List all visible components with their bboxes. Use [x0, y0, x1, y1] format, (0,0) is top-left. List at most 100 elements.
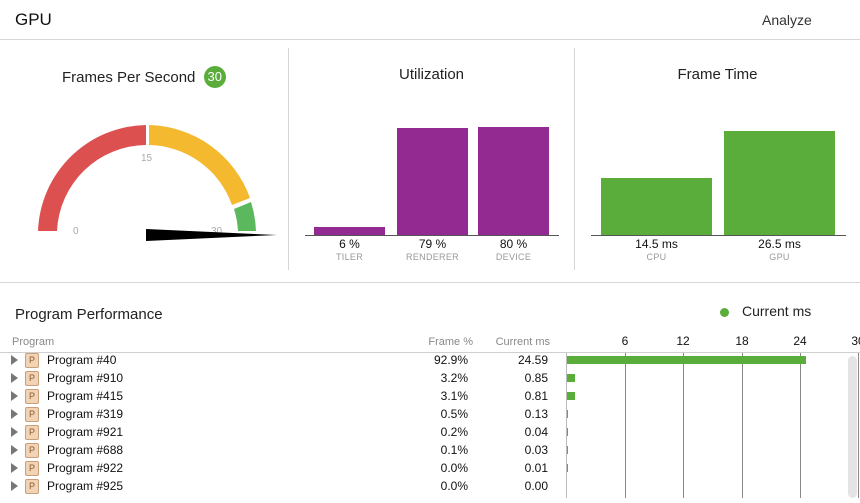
table-row[interactable]: P Program #688 0.1% 0.03: [0, 442, 846, 460]
expand-triangle-icon[interactable]: [11, 463, 18, 473]
frame-time-bar: [601, 178, 712, 235]
frame-time-value: 14.5 ms: [635, 237, 678, 251]
gauge-tick-label-15: 15: [141, 153, 153, 164]
separator: [574, 48, 575, 270]
gauge-needle: [146, 229, 277, 241]
utilization-bar: [478, 127, 549, 235]
program-frame-pct: 0.0%: [440, 479, 468, 493]
frame-time-value: 26.5 ms: [758, 237, 801, 251]
legend-label: Current ms: [742, 303, 812, 319]
program-name: Program #40: [47, 353, 117, 367]
chart-tick-label: 6: [621, 334, 629, 348]
program-ms-bar: [567, 464, 568, 472]
expand-triangle-icon[interactable]: [11, 355, 18, 365]
fps-panel: Frames Per Second 30 0 15 30: [0, 48, 288, 270]
utilization-value: 80 %: [499, 237, 528, 251]
program-frame-pct: 0.0%: [440, 461, 468, 475]
program-current-ms: 0.85: [524, 371, 548, 385]
gauge-segment-green: [234, 202, 256, 231]
utilization-value: 79 %: [418, 237, 447, 251]
program-ms-bar: [567, 356, 806, 364]
table-row[interactable]: P Program #319 0.5% 0.13: [0, 406, 846, 424]
program-current-ms: 0.03: [524, 443, 548, 457]
utilization-label: TILER: [335, 252, 363, 262]
column-header-frame-pct[interactable]: Frame %: [428, 336, 473, 348]
header: GPU Analyze: [0, 0, 860, 40]
program-frame-pct: 92.9%: [433, 353, 468, 367]
program-name: Program #925: [47, 479, 124, 493]
program-name: Program #415: [47, 389, 124, 403]
column-header-current-ms[interactable]: Current ms: [495, 336, 550, 348]
utilization-label: RENDERER: [406, 252, 459, 262]
section-divider: [0, 282, 860, 283]
table-row[interactable]: P Program #922 0.0% 0.01: [0, 460, 846, 478]
expand-triangle-icon[interactable]: [11, 445, 18, 455]
expand-triangle-icon[interactable]: [11, 409, 18, 419]
program-current-ms: 0.81: [524, 389, 548, 403]
program-icon: P: [25, 461, 39, 476]
chart-gridline: [742, 352, 743, 498]
gauge-tick-label-0: 0: [73, 226, 79, 237]
program-current-ms: 24.59: [517, 353, 548, 367]
utilization-bar: [314, 227, 385, 235]
program-current-ms: 0.00: [524, 479, 548, 493]
program-ms-bar: [567, 410, 569, 418]
program-icon: P: [25, 479, 39, 494]
chart-gridline: [800, 352, 801, 498]
frame-time-panel: Frame Time 14.5 ms CPU 26.5 ms GPU: [575, 48, 860, 270]
frame-time-label: CPU: [646, 252, 667, 262]
expand-triangle-icon[interactable]: [11, 427, 18, 437]
expand-triangle-icon[interactable]: [11, 391, 18, 401]
gauge-segment-yellow: [149, 125, 250, 205]
fps-badge: 30: [203, 66, 227, 88]
chart-gridline: [625, 352, 626, 498]
program-frame-pct: 0.2%: [440, 425, 468, 439]
program-ms-bar: [567, 428, 568, 436]
utilization-bar: [397, 128, 468, 235]
program-icon: P: [25, 425, 39, 440]
chart-tick-label: 24: [793, 334, 807, 348]
legend-dot-icon: [720, 308, 729, 317]
program-ms-bar: [567, 374, 576, 382]
program-bar-chart: [566, 352, 848, 498]
table-row[interactable]: P Program #921 0.2% 0.04: [0, 424, 846, 442]
expand-triangle-icon[interactable]: [11, 373, 18, 383]
fps-gauge: 0 15 30: [38, 125, 277, 241]
program-name: Program #319: [47, 407, 124, 421]
table-row[interactable]: P Program #925 0.0% 0.00: [0, 478, 846, 496]
utilization-panel: Utilization 6 % TILER 79 % RENDERER 80 % DEVI…: [289, 48, 574, 270]
table-row[interactable]: P Program #910 3.2% 0.85: [0, 370, 846, 388]
chart-tick-label: 30: [851, 334, 860, 348]
chart-gridline: [683, 352, 684, 498]
program-icon: P: [25, 353, 39, 368]
vertical-scrollbar[interactable]: [848, 356, 857, 498]
program-current-ms: 0.13: [524, 407, 548, 421]
frame-time-label: GPU: [769, 252, 790, 262]
utilization-value: 6 %: [339, 237, 360, 251]
program-name: Program #922: [47, 461, 124, 475]
program-icon: P: [25, 389, 39, 404]
program-frame-pct: 3.1%: [440, 389, 468, 403]
separator: [288, 48, 289, 270]
column-header-program[interactable]: Program: [12, 336, 55, 348]
program-current-ms: 0.04: [524, 425, 548, 439]
analyze-button[interactable]: Analyze: [762, 12, 812, 28]
utilization-title: Utilization: [398, 66, 465, 83]
chart-tick-label: 12: [676, 334, 690, 348]
page-title: GPU: [15, 10, 52, 29]
header-divider: [0, 352, 860, 353]
program-frame-pct: 0.1%: [440, 443, 468, 457]
program-ms-bar: [567, 446, 568, 454]
program-icon: P: [25, 443, 39, 458]
table-row[interactable]: P Program #40 92.9% 24.59: [0, 352, 846, 370]
program-icon: P: [25, 371, 39, 386]
utilization-baseline: [305, 235, 559, 236]
frame-time-baseline: [591, 235, 846, 236]
program-performance-title: Program Performance: [15, 306, 163, 323]
gauge-tick-label-30: 30: [211, 226, 223, 237]
program-icon: P: [25, 407, 39, 422]
program-name: Program #921: [47, 425, 124, 439]
expand-triangle-icon[interactable]: [11, 481, 18, 491]
program-current-ms: 0.01: [524, 461, 548, 475]
table-row[interactable]: P Program #415 3.1% 0.81: [0, 388, 846, 406]
